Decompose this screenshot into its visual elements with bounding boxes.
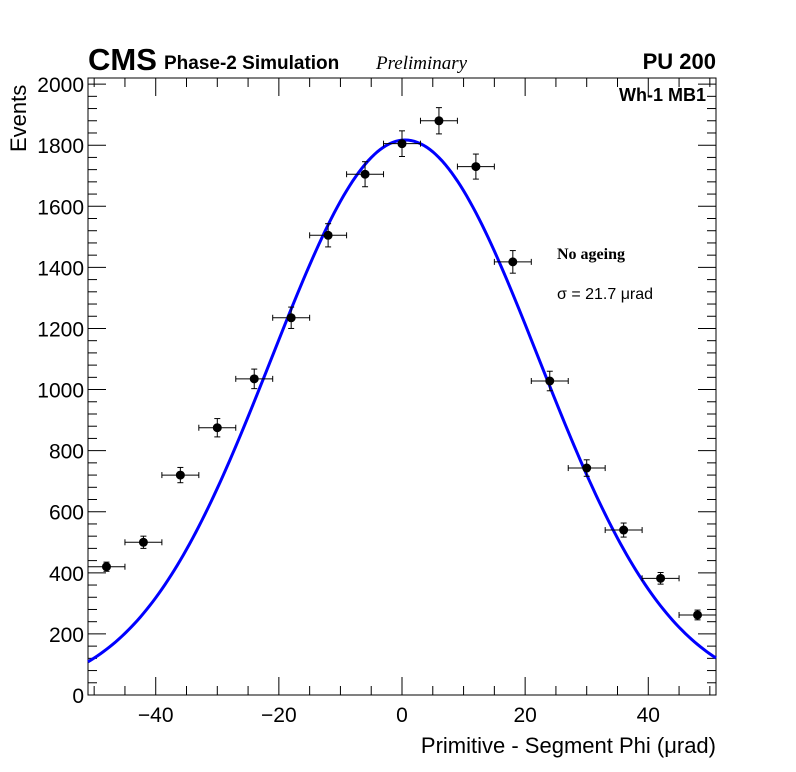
axes: −40 −20 0 20 4002004006008001000120014001600…	[37, 74, 716, 727]
y-tick-label: 200	[49, 624, 84, 647]
data-point	[419, 107, 458, 135]
x-tick-label: −40	[138, 704, 174, 727]
data-point	[383, 130, 421, 157]
x-axis-title: Primitive - Segment Phi (μrad)	[421, 733, 716, 758]
data-point	[567, 459, 606, 477]
data-marker	[138, 537, 148, 547]
y-tick-label: 600	[49, 502, 84, 525]
data-marker	[434, 116, 444, 126]
data-point	[678, 609, 717, 621]
y-tick-label: 800	[49, 441, 84, 464]
data-point	[641, 572, 680, 585]
y-tick-label: 400	[49, 563, 84, 586]
data-marker	[471, 162, 481, 172]
data-marker	[286, 313, 296, 323]
data-point	[272, 306, 311, 329]
data-marker	[693, 610, 703, 620]
data-marker	[249, 374, 259, 384]
x-tick-label: 0	[396, 704, 408, 727]
fit-curve	[87, 138, 717, 664]
data-point	[124, 535, 163, 549]
phase2-label: Phase-2 Simulation	[164, 53, 339, 74]
data-point	[87, 561, 126, 572]
data-marker	[323, 230, 333, 240]
y-tick-label: 1400	[37, 257, 84, 280]
data-point	[309, 223, 348, 248]
y-tick-label: 1000	[37, 380, 84, 403]
data-point	[235, 368, 274, 390]
y-tick-label: 1600	[37, 196, 84, 219]
x-tick-label: 40	[637, 704, 660, 727]
fit-layer	[87, 138, 717, 664]
cms-label: CMS	[88, 42, 157, 77]
x-tick-label: −20	[261, 704, 297, 727]
data-marker	[508, 257, 518, 267]
y-tick-label: 2000	[37, 74, 84, 97]
data-marker	[360, 169, 370, 179]
data-marker	[175, 470, 185, 480]
y-tick-label: 1800	[37, 135, 84, 158]
data-marker	[656, 573, 666, 583]
sigma-label: σ = 21.7 μrad	[557, 286, 653, 303]
x-tick-label: 20	[513, 704, 536, 727]
data-points-layer	[87, 107, 717, 621]
data-marker	[582, 463, 592, 473]
data-point	[161, 466, 200, 484]
y-axis-title: Events	[6, 85, 31, 152]
y-tick-label: 1200	[37, 318, 84, 341]
data-point	[604, 522, 643, 538]
region-label: Wh-1 MB1	[619, 85, 706, 105]
ageing-label: No ageing	[557, 246, 625, 263]
data-point	[346, 161, 385, 188]
data-marker	[619, 525, 629, 535]
data-marker	[545, 376, 555, 386]
data-point	[198, 418, 237, 438]
data-point	[456, 153, 495, 180]
data-point	[493, 250, 532, 274]
data-marker	[397, 139, 407, 149]
plot-frame	[87, 77, 717, 696]
data-marker	[101, 562, 111, 572]
y-tick-label: 0	[72, 685, 84, 708]
pileup-label: PU 200	[643, 49, 716, 74]
preliminary-label: Preliminary	[375, 53, 468, 74]
data-point	[530, 370, 569, 392]
data-marker	[212, 423, 222, 433]
